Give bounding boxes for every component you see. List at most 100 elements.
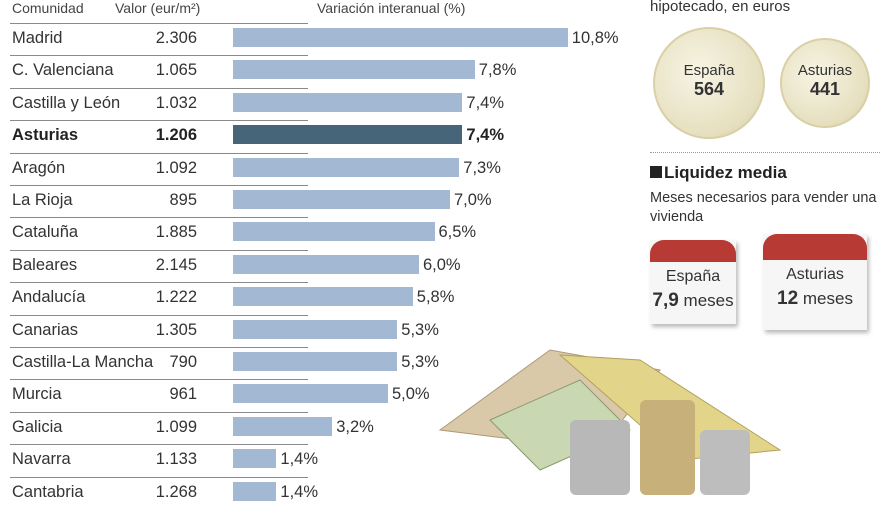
table-row: Madrid 2.306 10,8% — [0, 23, 640, 55]
row-divider — [10, 185, 308, 186]
bar — [233, 384, 388, 404]
money-house-illustration — [438, 349, 782, 495]
bar-label: 10,8% — [571, 29, 619, 47]
coin-asturias-value: 441 — [809, 79, 841, 99]
dotted-divider — [650, 152, 880, 153]
row-divider — [10, 249, 308, 251]
bar — [233, 319, 398, 339]
table-row: Galicia 1.099 3,2% — [0, 411, 640, 444]
row-value: 895 — [169, 191, 197, 209]
calendar-asturias-value: 12 — [777, 288, 799, 309]
bar-label: 6,0% — [423, 255, 461, 274]
row-name: Cataluña — [12, 223, 79, 242]
table-row: C. Valenciana 1.065 7,8% — [0, 55, 640, 87]
calendar-asturias: Asturias 12 meses — [763, 234, 867, 330]
row-value: 1.032 — [155, 93, 197, 112]
table-row: Asturias 1.206 7,4% — [0, 120, 640, 152]
row-value: 1.206 — [155, 126, 197, 145]
row-value: 1.885 — [155, 223, 197, 242]
row-divider — [10, 217, 308, 219]
bar-label: 7,4% — [466, 93, 504, 112]
table-row: Castilla y León 1.032 7,4% — [0, 87, 640, 120]
row-name: Aragón — [12, 158, 66, 177]
mortgage-subtitle: hipotecado, en euros — [650, 0, 791, 15]
row-value: 2.145 — [155, 255, 197, 274]
row-divider — [10, 314, 308, 316]
calendar-top — [763, 234, 867, 260]
unit: meses — [802, 289, 853, 308]
row-divider — [10, 476, 308, 478]
bar — [233, 481, 277, 501]
bar — [233, 352, 398, 371]
bar-label: 6,5% — [438, 223, 477, 242]
row-value: 1.222 — [155, 288, 197, 307]
row-name: Madrid — [12, 29, 63, 47]
row-name: Galicia — [12, 417, 63, 436]
row-divider — [10, 87, 308, 89]
bar — [233, 416, 333, 436]
bar-label: 7,8% — [478, 61, 517, 80]
row-name: Castilla-La Mancha — [12, 353, 154, 371]
row-value: 1.305 — [155, 320, 197, 339]
unit: meses — [683, 291, 734, 310]
coin-asturias-label: Asturias — [797, 62, 853, 79]
bar-label: 7,0% — [454, 191, 492, 209]
bar-label: 1,4% — [280, 450, 318, 469]
row-value: 961 — [169, 385, 197, 404]
calendar-top — [650, 240, 736, 262]
row-value: 790 — [169, 353, 197, 371]
row-value: 2.306 — [155, 29, 197, 47]
row-name: C. Valenciana — [12, 61, 114, 80]
bar-label: 5,8% — [416, 288, 455, 307]
row-name: Cantabria — [12, 482, 84, 501]
row-divider — [10, 120, 308, 122]
row-name: Baleares — [12, 255, 78, 274]
bar-label: 3,2% — [336, 417, 374, 436]
bar — [233, 254, 419, 274]
row-value: 1.099 — [155, 417, 197, 436]
row-divider — [10, 55, 308, 57]
row-divider — [10, 347, 308, 348]
row-name: Murcia — [12, 385, 62, 404]
row-divider — [10, 411, 308, 413]
row-name: Canarias — [12, 320, 79, 339]
header-comunidad: Comunidad — [12, 0, 84, 16]
table-row: Canarias 1.305 5,3% — [0, 314, 640, 347]
calendar-spain-label: España — [665, 268, 721, 285]
row-name: La Rioja — [12, 191, 73, 209]
row-divider — [10, 152, 308, 154]
coin-spain-value: 564 — [693, 79, 725, 99]
table-row: Murcia 961 5,0% — [0, 379, 640, 411]
bar — [233, 92, 463, 112]
table-row: Castilla-La Mancha 790 5,3% — [0, 347, 640, 379]
bar-label: 5,0% — [392, 385, 430, 404]
header-valor: Valor (eur/m²) — [115, 0, 201, 16]
row-divider — [10, 282, 308, 284]
bar — [233, 60, 475, 80]
bar — [233, 125, 463, 145]
square-bullet-icon — [650, 166, 662, 178]
liquidity-subtitle: Meses necesarios para vender una viviend… — [650, 190, 877, 225]
calendar-asturias-label: Asturias — [786, 266, 844, 283]
coin-spain: España 564 — [653, 27, 765, 139]
calendar-spain-value: 7,9 — [652, 290, 679, 311]
row-divider — [10, 444, 308, 446]
bar-label: 7,3% — [463, 158, 501, 177]
bar-label: 5,3% — [401, 320, 439, 339]
bar — [233, 190, 450, 209]
table-row: Cataluña 1.885 6,5% — [0, 217, 640, 249]
header-variacion: Variación interanual (%) — [317, 0, 466, 16]
bar — [233, 287, 413, 307]
row-name: Andalucía — [12, 288, 86, 307]
bar — [233, 449, 277, 469]
row-value: 1.092 — [155, 158, 197, 177]
row-name: Navarra — [12, 450, 71, 469]
bar-label: 7,4% — [466, 126, 504, 145]
liquidity-title: Liquidez media — [650, 163, 787, 183]
table-row: La Rioja 895 7,0% — [0, 185, 640, 217]
coin-spain-label: España — [683, 62, 735, 79]
calendar-spain: España 7,9 meses — [650, 240, 736, 324]
bar — [233, 157, 460, 177]
table-row: Andalucía 1.222 5,8% — [0, 282, 640, 314]
row-name: Castilla y León — [12, 93, 121, 112]
